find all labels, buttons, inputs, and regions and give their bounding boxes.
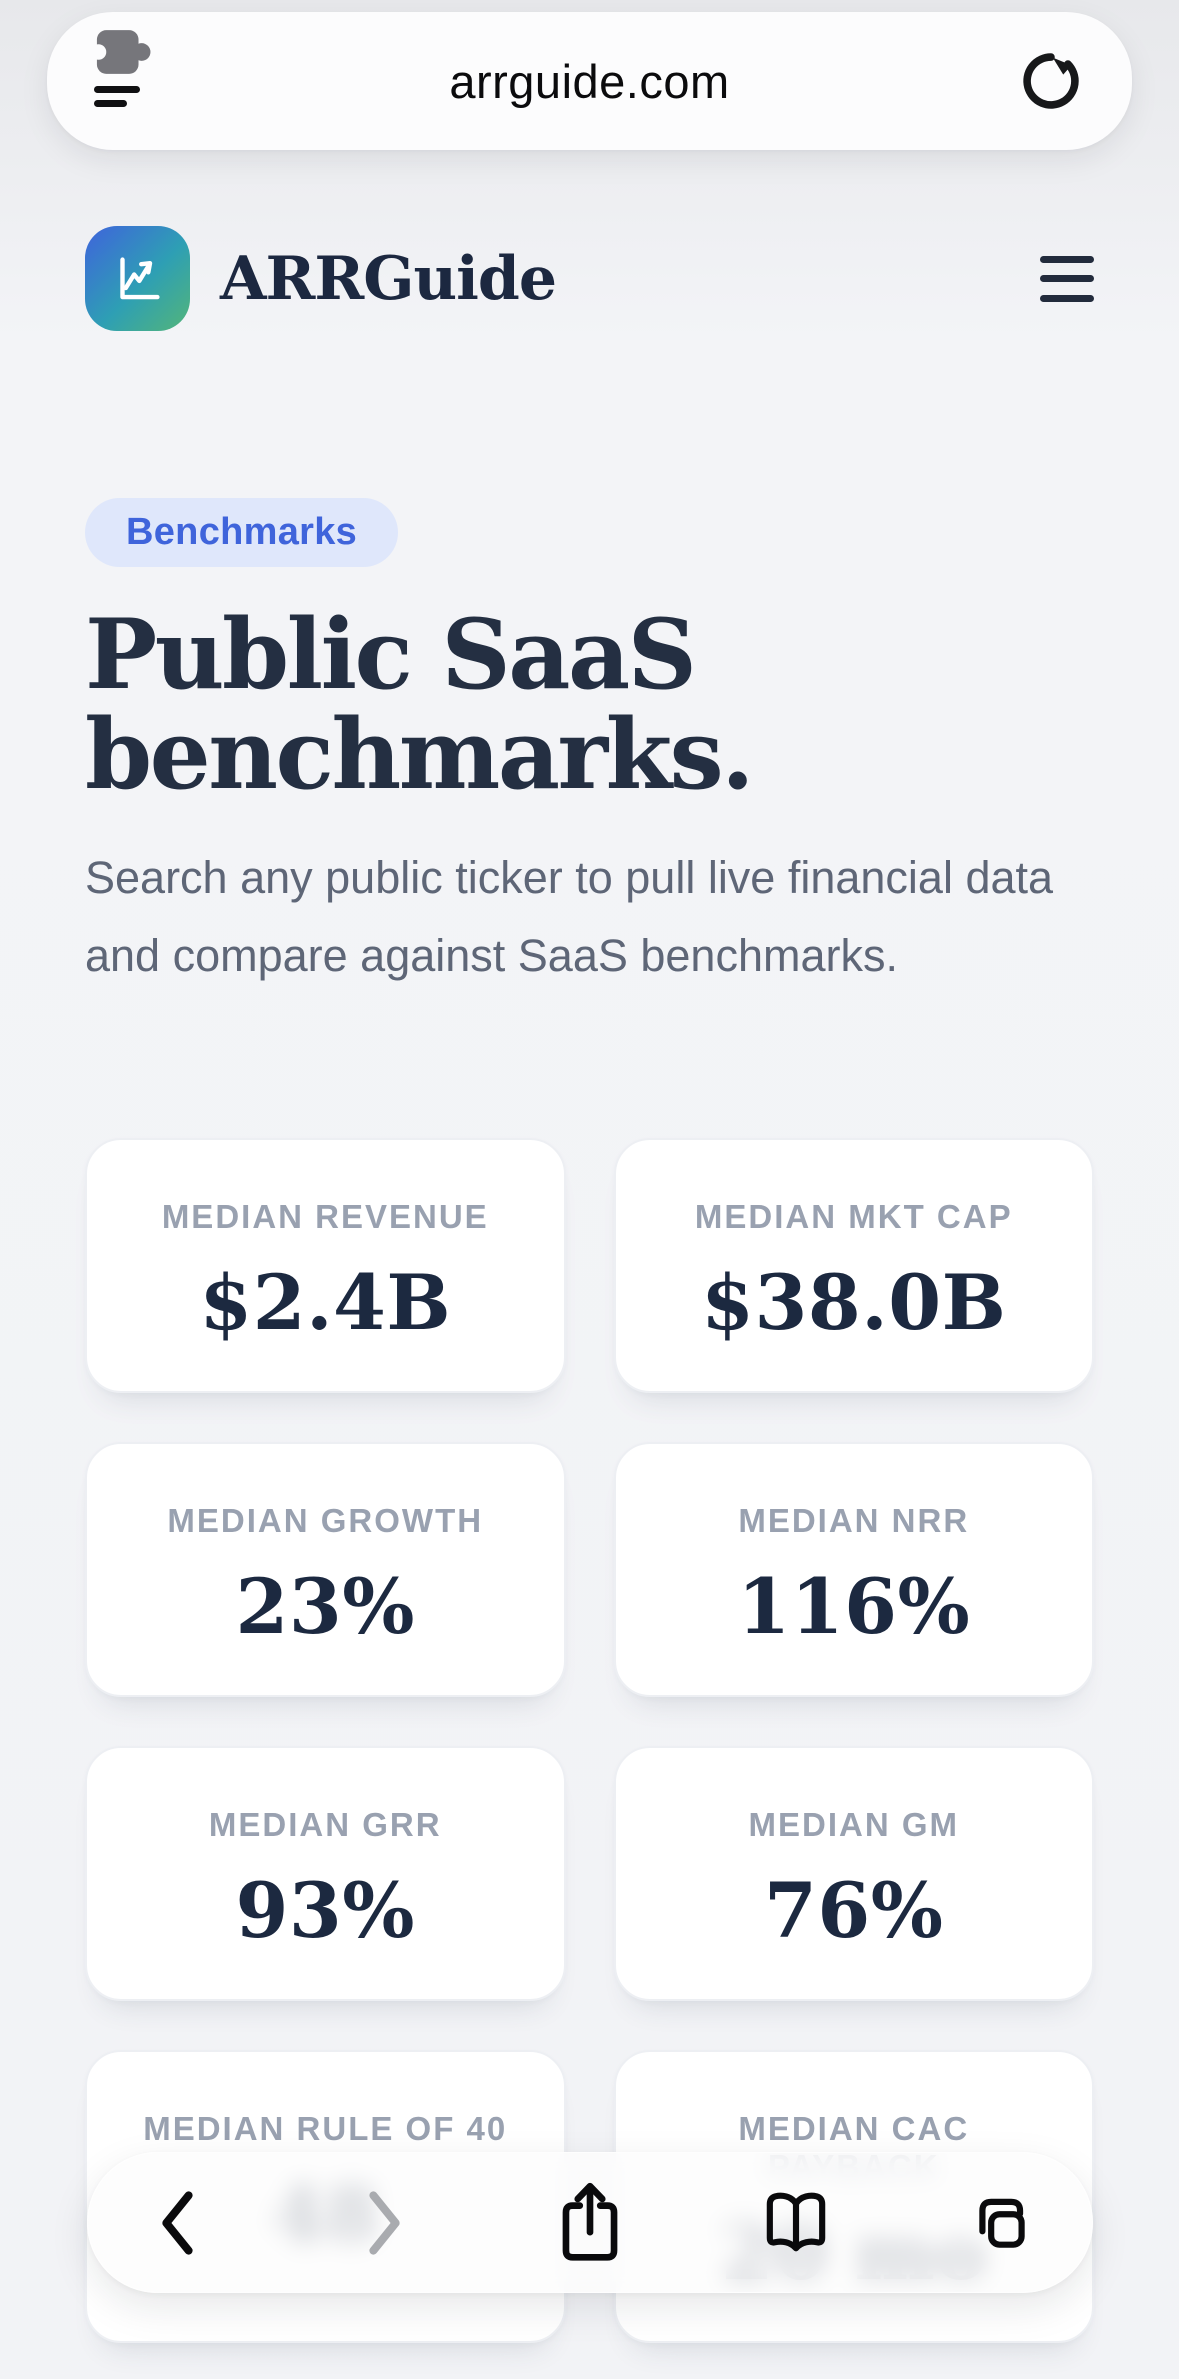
page-subtitle: Search any public ticker to pull live fi… <box>85 851 1054 981</box>
extensions-button[interactable] <box>90 26 163 136</box>
stat-label-line1: MEDIAN CAC <box>738 2110 970 2148</box>
benchmarks-badge: Benchmarks <box>85 498 399 567</box>
hamburger-bar <box>1040 294 1094 302</box>
stat-label: MEDIAN REVENUE <box>161 1198 489 1236</box>
stat-value: $38.0B <box>701 1258 1007 1348</box>
share-icon <box>562 2182 618 2261</box>
page-title-line2: benchmarks. <box>85 697 755 811</box>
chevron-right-icon <box>369 2190 400 2255</box>
stat-value: 93% <box>235 1866 415 1956</box>
stat-value: $2.4B <box>199 1258 452 1348</box>
stat-card-median-growth: MEDIAN GROWTH 23% <box>85 1442 566 1698</box>
tabs-button[interactable] <box>960 2173 1044 2273</box>
stat-label: MEDIAN GRR <box>208 1806 442 1844</box>
stat-label: MEDIAN RULE OF 40 <box>143 2110 508 2148</box>
browser-bottom-toolbar <box>87 2152 1093 2293</box>
stat-card-median-mkt-cap: MEDIAN MKT CAP $38.0B <box>613 1138 1094 1394</box>
site-header: ARRGuide <box>85 226 1094 331</box>
hamburger-bar <box>1040 275 1094 282</box>
stat-label: MEDIAN GM <box>748 1806 959 1844</box>
stat-label: MEDIAN GROWTH <box>167 1502 484 1540</box>
open-book-icon <box>766 2192 826 2251</box>
stat-value: 23% <box>235 1562 415 1652</box>
browser-url-bar[interactable]: arrguide.com <box>47 12 1132 150</box>
tabs-overview-icon <box>979 2198 1025 2248</box>
share-button[interactable] <box>548 2173 632 2273</box>
stat-card-median-revenue: MEDIAN REVENUE $2.4B <box>85 1138 566 1394</box>
reader-lines-icon <box>94 86 140 107</box>
chevron-left-icon <box>162 2190 193 2255</box>
stat-card-median-nrr: MEDIAN NRR 116% <box>613 1442 1094 1698</box>
stat-value: 76% <box>764 1866 944 1956</box>
reload-icon <box>1023 53 1079 109</box>
hamburger-menu-button[interactable] <box>1040 255 1094 302</box>
arrguide-logo[interactable] <box>85 226 190 331</box>
brand-name: ARRGuide <box>220 243 557 314</box>
line-chart-icon <box>119 256 160 299</box>
stat-label: MEDIAN NRR <box>738 1502 970 1540</box>
page-title-line1: Public SaaS <box>85 598 697 711</box>
stat-value: 116% <box>737 1562 971 1652</box>
url-field[interactable]: arrguide.com <box>449 54 730 108</box>
stat-label: MEDIAN MKT CAP <box>694 1198 1013 1236</box>
bookmarks-button[interactable] <box>754 2173 838 2273</box>
stat-card-median-grr: MEDIAN GRR 93% <box>85 1746 566 2002</box>
page-title: Public SaaS benchmarks. <box>85 605 1094 805</box>
back-button[interactable] <box>136 2173 220 2273</box>
puzzle-piece-icon <box>90 30 151 74</box>
forward-button[interactable] <box>342 2173 426 2273</box>
reload-button[interactable] <box>1016 46 1086 116</box>
stat-card-median-gm: MEDIAN GM 76% <box>613 1746 1094 2002</box>
hamburger-bar <box>1040 255 1094 263</box>
